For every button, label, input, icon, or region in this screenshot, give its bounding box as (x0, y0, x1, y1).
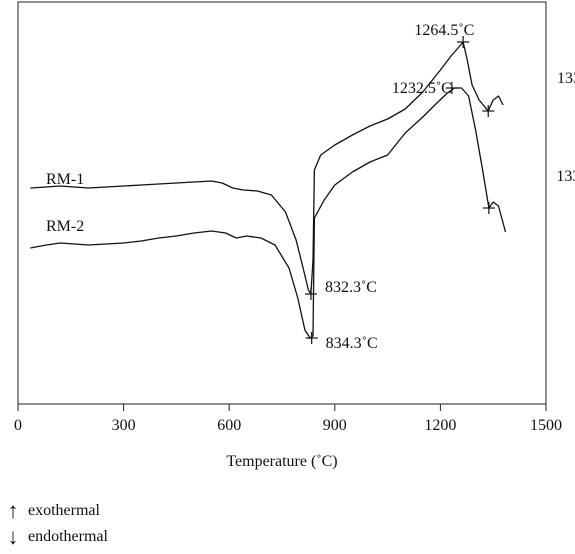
x-tick-label-300: 300 (112, 417, 136, 434)
x-tick-label-0: 0 (14, 417, 22, 434)
series-label-rm1: RM-1 (46, 171, 84, 188)
x-axis-label: Temperature (˚C) (226, 453, 337, 470)
annotation-label-4: 832.3˚C (325, 279, 377, 296)
plot-frame (17, 1, 547, 405)
annotation-label-1: 1232.5˚C (392, 80, 452, 97)
x-tick-label-900: 900 (323, 417, 347, 434)
annotation-label-3: 1337.7˚C (556, 168, 575, 185)
legend-endothermal-label: endothermal (28, 528, 108, 545)
legend-endothermal: ↓ endothermal (0, 526, 108, 548)
x-tick-label-600: 600 (217, 417, 241, 434)
annotation-label-2: 1335.9˚C (557, 70, 575, 87)
legend-exothermal: ↑ exothermal (0, 500, 100, 522)
legend-exothermal-label: exothermal (28, 502, 100, 519)
x-axis-ticks: 0 300 600 900 1200 1500 (14, 404, 562, 434)
series-line-rm-1 (30, 41, 504, 295)
series-line-rm-2 (30, 87, 507, 339)
annotations-group: 1264.5˚C 1232.5˚C 1335.9˚C 1337.7˚C 832.3˚C 8… (304, 22, 575, 352)
series-label-rm2: RM-2 (46, 218, 84, 235)
up-arrow-icon: ↑ (7, 498, 19, 523)
x-tick-label-1200: 1200 (424, 417, 456, 434)
x-tick-label-1500: 1500 (530, 417, 562, 434)
annotation-label-5: 834.3˚C (326, 335, 378, 352)
down-arrow-icon: ↓ (7, 524, 19, 549)
annotation-label-0: 1264.5˚C (414, 22, 474, 39)
